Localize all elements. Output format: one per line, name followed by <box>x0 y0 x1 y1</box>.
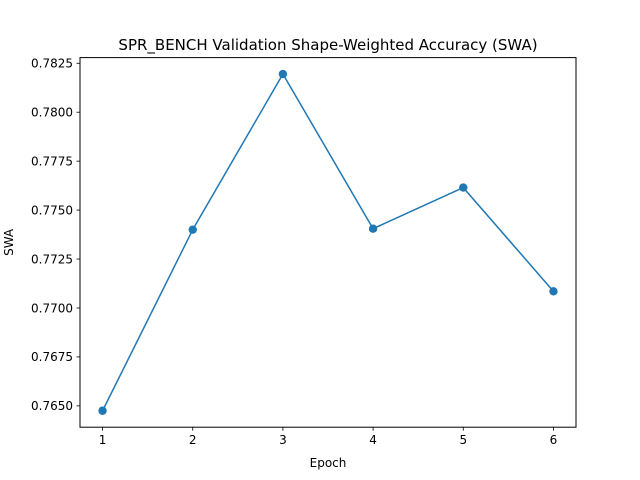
y-tick-label: 0.7650 <box>31 399 73 413</box>
data-point <box>368 224 378 233</box>
y-tick-label: 0.7825 <box>31 57 73 71</box>
chart-title: SPR_BENCH Validation Shape-Weighted Accu… <box>118 36 537 55</box>
data-point <box>549 287 558 296</box>
plot-area <box>79 57 577 428</box>
data-point <box>98 406 107 415</box>
x-tick-label: 5 <box>459 433 467 447</box>
x-axis: 1 2 3 4 5 6 <box>99 427 558 447</box>
x-tick-label: 4 <box>369 433 377 447</box>
y-tick-label: 0.7725 <box>31 252 73 266</box>
x-tick-label: 3 <box>279 433 287 447</box>
y-tick-label: 0.7675 <box>31 350 73 364</box>
y-tick-label: 0.7800 <box>31 106 73 120</box>
x-tick-label: 2 <box>189 433 197 447</box>
y-axis-label: SWA <box>2 228 16 256</box>
series-line <box>101 73 555 412</box>
data-point <box>188 225 197 234</box>
y-axis: 0.7650 0.7675 0.7700 0.7725 0.7750 0.7775 0.78… <box>31 57 80 413</box>
y-tick-label: 0.7750 <box>31 203 73 217</box>
y-tick-label: 0.7700 <box>31 301 73 315</box>
x-axis-label: Epoch <box>310 456 347 470</box>
data-point <box>459 183 468 192</box>
y-tick-label: 0.7775 <box>31 154 73 168</box>
data-point <box>278 69 288 79</box>
x-tick-label: 1 <box>99 433 107 447</box>
x-tick-label: 6 <box>550 433 558 447</box>
series-layer <box>98 69 558 415</box>
